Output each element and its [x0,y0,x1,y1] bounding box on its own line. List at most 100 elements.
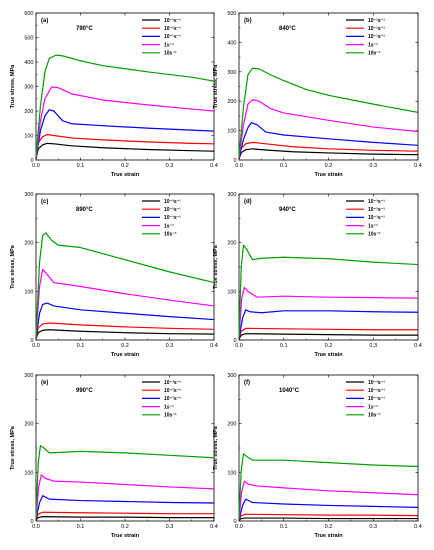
series-line-5 [35,444,215,519]
series-line-2 [238,513,419,521]
x-tick-label: 0.1 [280,163,288,169]
legend-entry: 10s⁻¹ [164,413,177,419]
x-tick-label: 0.4 [210,524,218,530]
chart-panel-2: 0.0 0.1 0.2 0.3 0.4 0 100 200 300 400 500 True stra… [213,11,422,178]
chart-panel-1: 0.0 0.1 0.2 0.3 0.4 0 100 200 300 400 500 600 True s… [10,11,218,178]
temperature-label: 990°C [76,388,93,394]
x-tick-label: 0.3 [166,524,174,530]
series-line-4 [35,268,215,338]
panel-label: (a) [41,18,48,24]
y-tick-label: 100 [227,129,236,135]
x-tick-label: 0.1 [77,524,85,530]
panel-label: (b) [244,18,252,24]
x-axis-label: True strain [111,352,140,358]
legend-entry: 10s⁻¹ [164,232,177,238]
y-tick-label: 100 [24,470,33,476]
legend-entry: 1s⁻¹ [368,404,378,410]
y-tick-label: 0 [30,338,33,344]
y-tick-label: 100 [24,134,33,140]
series-line-5 [238,244,419,338]
legend-entry: 10⁻³s⁻¹ [164,18,181,24]
x-tick-label: 0.3 [166,163,174,169]
y-tick-label: 200 [227,422,236,428]
y-axis-label: True stress, MPa [213,425,219,470]
y-tick-label: 500 [227,11,236,17]
legend-entry: 10⁻²s⁻¹ [368,388,385,394]
y-tick-label: 200 [24,422,33,428]
legend-entry: 10⁻²s⁻¹ [164,388,181,394]
x-axis-label: True strain [314,352,343,358]
plot-frame [238,193,419,341]
x-tick-label: 0.4 [414,163,422,169]
plot-frame [238,374,419,522]
y-tick-label: 300 [24,373,33,379]
x-tick-label: 0.4 [414,343,422,349]
x-tick-label: 0.2 [121,343,129,349]
legend-entry: 1s⁻¹ [368,42,378,48]
series-line-2 [238,141,419,159]
chart-panel-6: 0.0 0.1 0.2 0.3 0.4 0 100 200 300 True strain True… [213,373,422,539]
plot-frame [238,12,419,161]
y-tick-label: 200 [227,99,236,105]
legend-entry: 10⁻³s⁻¹ [368,380,385,386]
series-line-5 [238,67,419,158]
x-tick-label: 0.1 [77,163,85,169]
series-line-2 [35,133,215,159]
series-line-4 [35,474,215,519]
y-tick-label: 0 [233,338,236,344]
x-tick-label: 0.1 [280,343,288,349]
y-tick-label: 300 [24,85,33,91]
series-line-1 [238,517,418,521]
plot-frame [35,374,215,522]
legend-entry: 1s⁻¹ [164,42,174,48]
series-line-1 [238,148,419,160]
chart-panel-5: 0.0 0.1 0.2 0.3 0.4 0 100 200 300 True strain True… [10,373,218,539]
legend-entry: 10⁻¹s⁻¹ [164,215,181,221]
legend-entry: 10s⁻¹ [368,413,381,419]
x-axis-label: True strain [314,533,343,539]
y-axis-label: True stress, MPa [10,244,16,289]
series-line-1 [35,329,215,339]
legend-entry: 10⁻³s⁻¹ [164,380,181,386]
series-line-1 [238,333,418,340]
legend-entry: 10⁻³s⁻¹ [164,199,181,205]
x-tick-label: 0.0 [32,163,40,169]
legend-entry: 10⁻¹s⁻¹ [164,34,181,40]
series-line-2 [35,322,215,339]
legend-entry: 10⁻²s⁻¹ [164,26,181,32]
x-tick-label: 0.3 [166,343,174,349]
x-tick-label: 0.3 [369,163,377,169]
legend-entry: 10⁻²s⁻¹ [368,26,385,32]
y-axis-label: True stress, MPa [10,64,16,109]
temperature-label: 1040°C [279,388,300,394]
series-line-3 [35,109,215,158]
series-line-5 [35,54,215,157]
legend-entry: 1s⁻¹ [368,223,378,229]
y-tick-label: 200 [24,109,33,115]
y-tick-label: 100 [24,289,33,295]
x-tick-label: 0.0 [32,524,40,530]
x-axis-label: True strain [314,172,343,178]
y-axis-label: True stress, MPa [213,64,219,109]
x-tick-label: 0.2 [325,163,333,169]
panel-label: (f) [244,380,250,386]
x-tick-label: 0.2 [325,343,333,349]
y-tick-label: 300 [227,70,236,76]
legend-entry: 10⁻³s⁻¹ [368,199,385,205]
series-line-5 [35,232,215,337]
x-tick-label: 0.2 [121,524,129,530]
x-tick-label: 0.3 [369,524,377,530]
y-axis-label: True stress, MPa [10,425,16,470]
y-tick-label: 200 [227,241,236,247]
legend-entry: 10s⁻¹ [368,232,381,238]
series-line-2 [238,327,418,339]
plot-frame [35,12,215,161]
y-tick-label: 0 [30,158,33,164]
series-line-1 [35,516,214,521]
legend-entry: 10⁻¹s⁻¹ [368,215,385,221]
legend-entry: 10⁻¹s⁻¹ [368,396,385,402]
chart-panel-3: 0.0 0.1 0.2 0.3 0.4 0 100 200 300 True strain True… [10,192,218,358]
x-tick-label: 0.1 [280,524,288,530]
y-tick-label: 400 [227,40,236,46]
